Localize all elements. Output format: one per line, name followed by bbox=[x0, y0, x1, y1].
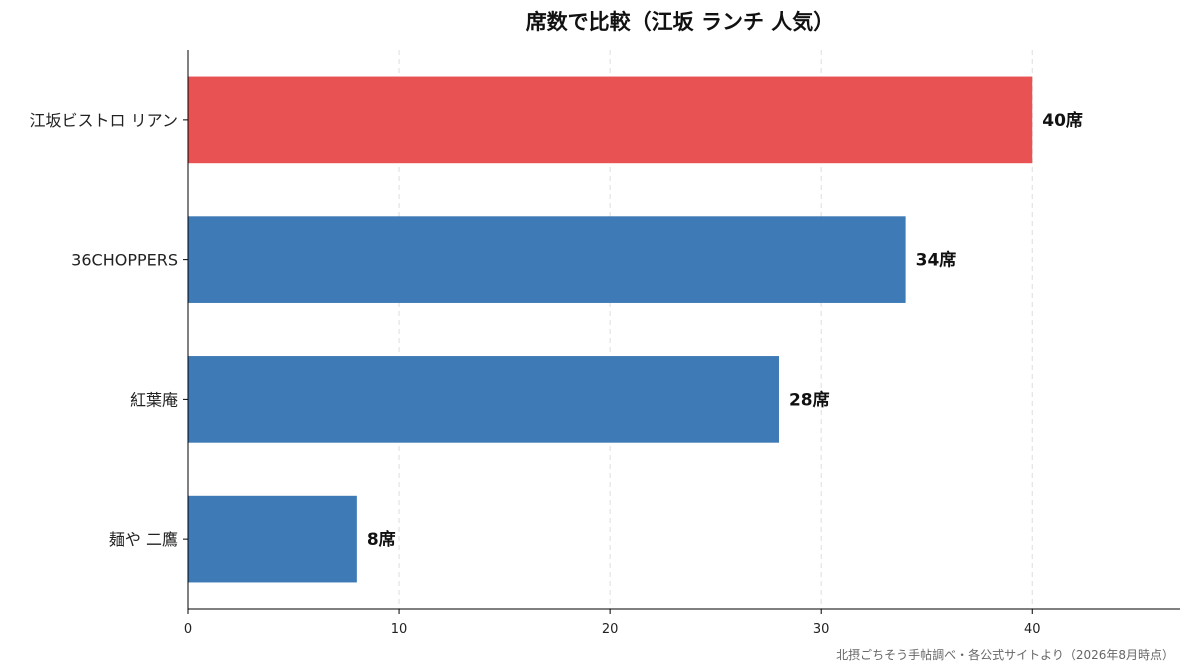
chart-title: 席数で比較（江坂 ランチ 人気） bbox=[526, 10, 835, 34]
bar bbox=[188, 495, 357, 583]
value-label: 40席 bbox=[1042, 110, 1083, 131]
bars-group bbox=[188, 76, 1033, 583]
bar bbox=[188, 216, 906, 303]
category-label: 36CHOPPERS bbox=[71, 251, 178, 270]
value-labels: 40席 34席 28席 8席 bbox=[367, 110, 1083, 550]
category-label: 江坂ビストロ リアン bbox=[30, 111, 178, 130]
bar bbox=[188, 76, 1033, 164]
x-tick-label: 30 bbox=[813, 622, 830, 637]
value-label: 8席 bbox=[367, 529, 396, 550]
category-label: 紅葉庵 bbox=[130, 390, 178, 409]
x-ticks: 0 10 20 30 40 bbox=[184, 609, 1041, 637]
axes bbox=[187, 50, 1180, 610]
x-tick-label: 20 bbox=[602, 622, 619, 637]
category-label: 麺や 二鷹 bbox=[109, 530, 178, 549]
x-tick-label: 0 bbox=[184, 622, 192, 637]
value-label: 34席 bbox=[916, 250, 957, 271]
source-note: 北摂ごちそう手帖調べ・各公式サイトより（2026年8月時点） bbox=[836, 647, 1174, 662]
value-label: 28席 bbox=[789, 389, 830, 410]
x-tick-label: 10 bbox=[391, 622, 408, 637]
bar bbox=[188, 356, 779, 443]
x-tick-label: 40 bbox=[1024, 622, 1041, 637]
